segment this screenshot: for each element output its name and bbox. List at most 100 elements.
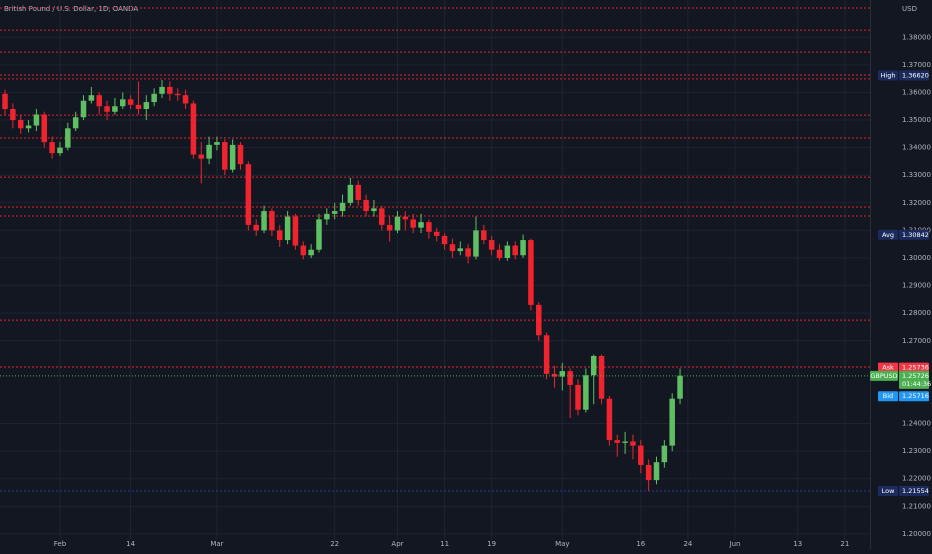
- candle-body: [57, 147, 63, 154]
- x-tick-label: Mar: [210, 540, 223, 548]
- marker-value-tag: [899, 391, 929, 402]
- candle-body: [394, 216, 401, 231]
- marker-value: 1.25736: [902, 364, 929, 372]
- x-tick-label: 22: [330, 540, 339, 548]
- y-tick-label: 1.30000: [902, 254, 931, 262]
- candle-body: [2, 93, 8, 109]
- y-tick-label: 1.24000: [902, 420, 931, 428]
- candle-body: [229, 144, 236, 170]
- y-tick-label: 1.20000: [902, 530, 931, 538]
- y-tick-label: 1.32000: [902, 199, 931, 207]
- candle-body: [245, 164, 252, 225]
- x-tick-label: 21: [840, 540, 849, 548]
- x-tick-label: May: [555, 540, 569, 548]
- candle-body: [88, 95, 95, 101]
- x-tick-label: 16: [636, 540, 645, 548]
- y-tick-label: 1.38000: [902, 33, 931, 41]
- candle-body: [127, 99, 134, 105]
- candle-body: [606, 398, 613, 441]
- y-tick-label: 1.33000: [902, 171, 931, 179]
- candle-body: [316, 219, 322, 250]
- x-tick-label: 11: [440, 540, 449, 548]
- candle-body: [590, 355, 597, 376]
- candle-body: [261, 211, 267, 231]
- marker-name-tag: [878, 362, 898, 373]
- x-tick-label: 19: [487, 540, 496, 548]
- candle-body: [206, 144, 212, 159]
- marker-value: 1.36620: [902, 71, 929, 79]
- candle-body: [496, 249, 503, 258]
- candle-body: [222, 142, 228, 170]
- marker-value-tag: [899, 229, 929, 240]
- marker-name-tag: [878, 486, 898, 497]
- candle-body: [25, 125, 32, 129]
- candle-body: [677, 375, 683, 399]
- candle-body: [151, 93, 157, 103]
- candle-body: [598, 355, 605, 399]
- candle-body: [41, 114, 48, 143]
- marker-value-tag: [899, 370, 929, 389]
- marker-name: Ask: [882, 364, 894, 372]
- candle-body: [504, 245, 511, 258]
- candle-body: [324, 213, 330, 220]
- candle-body: [363, 200, 369, 212]
- candle-body: [567, 371, 573, 385]
- candle-body: [520, 240, 526, 256]
- plot-area: [0, 0, 870, 540]
- candle-body: [112, 106, 118, 112]
- candle-body: [410, 219, 416, 228]
- marker-value: 1.25726: [902, 372, 929, 380]
- candle-body: [481, 230, 487, 241]
- candle-body: [135, 104, 142, 109]
- marker-name-tag: [870, 370, 898, 381]
- candle-body: [371, 208, 377, 212]
- marker-name: High: [881, 71, 896, 79]
- candle-body: [575, 384, 581, 410]
- candle-body: [104, 106, 110, 112]
- marker-name: Low: [882, 487, 895, 495]
- x-tick-label: 24: [683, 540, 692, 548]
- candle-body: [402, 216, 409, 220]
- y-tick-label: 1.36000: [902, 88, 931, 96]
- candle-body: [661, 445, 668, 463]
- candle-body: [347, 184, 354, 203]
- candle-body: [65, 128, 71, 148]
- marker-name-tag: [878, 70, 898, 81]
- candle-body: [198, 154, 204, 159]
- x-tick-label: Jun: [729, 540, 741, 548]
- candle-body: [645, 464, 652, 481]
- marker-value-tag: [899, 362, 929, 373]
- candle-body: [167, 86, 173, 94]
- marker-value: 1.30842: [902, 231, 929, 239]
- marker-name: GBPUSD: [870, 372, 897, 380]
- candle-body: [308, 249, 314, 256]
- candle-body: [72, 117, 79, 129]
- y-tick-label: 1.21000: [902, 502, 931, 510]
- y-tick-label: 1.28000: [902, 309, 931, 317]
- currency-label: USD: [902, 5, 917, 13]
- candle-body: [331, 211, 338, 214]
- candle-body: [253, 224, 259, 231]
- candle-body: [653, 462, 660, 481]
- y-tick-label: 1.22000: [902, 475, 931, 483]
- candle-body: [386, 224, 393, 231]
- candle-body: [559, 371, 566, 377]
- candle-body: [284, 216, 291, 241]
- candle-body: [433, 231, 440, 236]
- candle-body: [418, 222, 424, 228]
- candle-body: [669, 398, 675, 446]
- x-tick-label: Apr: [391, 540, 403, 548]
- candle-body: [638, 445, 644, 465]
- y-tick-label: 1.37000: [902, 61, 931, 69]
- x-tick-label: 13: [793, 540, 802, 548]
- candle-body: [49, 142, 55, 154]
- candle-body: [512, 245, 518, 256]
- candle-body: [120, 99, 126, 107]
- candle-body: [355, 184, 361, 201]
- y-tick-label: 1.29000: [902, 282, 931, 290]
- candle-body: [488, 240, 495, 250]
- candle-body: [465, 248, 471, 257]
- x-tick-label: Feb: [54, 540, 67, 548]
- marker-name-tag: [878, 391, 898, 402]
